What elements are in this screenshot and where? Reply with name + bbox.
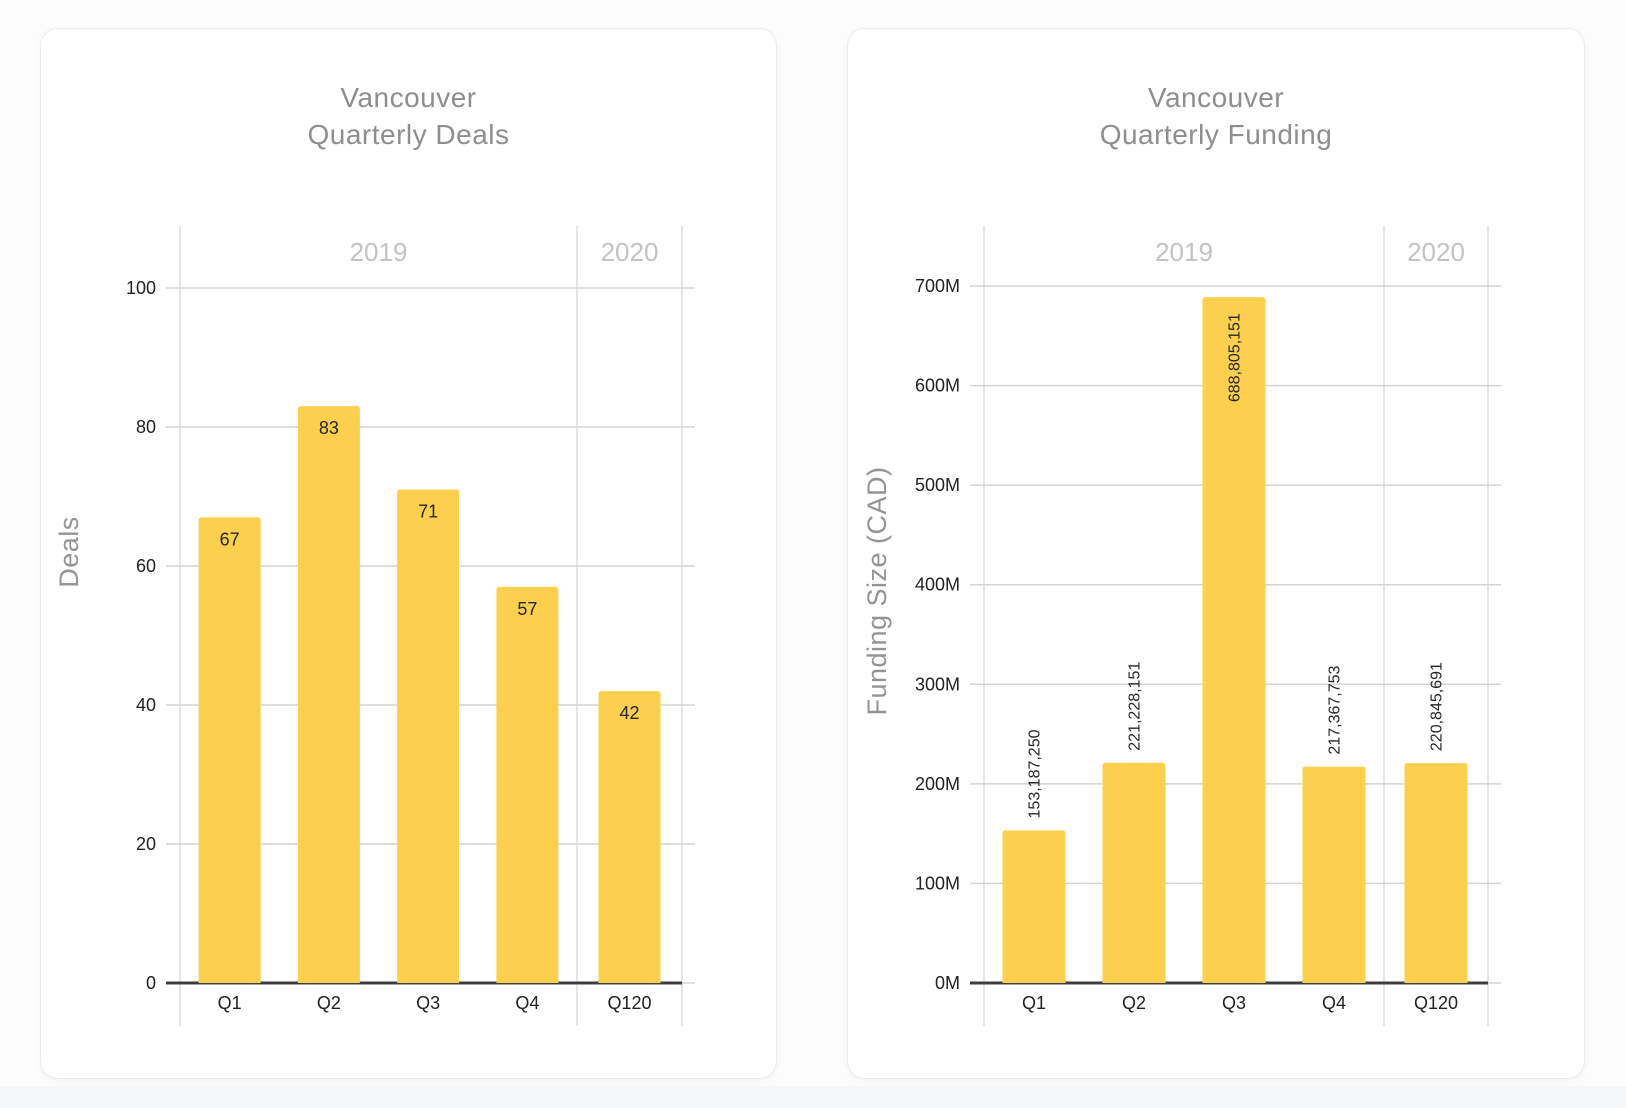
deals-chart-title: Vancouver Quarterly Deals [41,79,776,153]
y-tick-label: 100M [915,873,960,893]
year-label-2020: 2020 [601,237,659,267]
bar-Q2 [1102,762,1166,983]
y-tick-label: 100 [126,278,156,298]
y-axis-title: Funding Size (CAD) [862,466,892,715]
year-label-2019: 2019 [1155,237,1213,267]
bar-Q2 [297,406,360,983]
year-label-2020: 2020 [1407,237,1465,267]
x-tick-label-Q4: Q4 [515,993,539,1013]
y-tick-label: 0 [146,973,156,993]
y-tick-label: 60 [136,556,156,576]
bar-value-label: 688,805,151 [1227,313,1244,402]
x-tick-label-Q1: Q1 [218,993,242,1013]
bar-Q3 [1202,297,1266,984]
bar-Q4 [496,586,559,983]
bar-Q120 [1404,763,1468,983]
y-tick-label: 40 [136,695,156,715]
y-tick-label: 300M [915,674,960,694]
bar-Q1 [198,517,261,983]
bar-value-label: 217,367,753 [1327,665,1344,754]
bar-value-label: 67 [220,529,240,549]
year-label-2019: 2019 [350,237,408,267]
bar-value-label: 220,845,691 [1429,662,1446,751]
deals-chart-title-line2: Quarterly Deals [307,119,510,150]
x-tick-label-Q3: Q3 [1222,993,1246,1013]
funding-chart-title-line1: Vancouver [1147,82,1285,113]
deals-chart-card: Vancouver Quarterly Deals 2019 2020 0 20 40 6… [40,28,777,1079]
page-bottom-strip [0,1086,1626,1108]
bar-value-label: 42 [619,703,639,723]
x-tick-label-Q120: Q120 [1414,993,1458,1013]
x-tick-label-Q2: Q2 [317,993,341,1013]
x-tick-label-Q120: Q120 [607,993,651,1013]
funding-chart-title: Vancouver Quarterly Funding [848,79,1584,153]
bar-value-label: 57 [517,599,537,619]
bar-value-label: 83 [319,418,339,438]
y-axis-title: Deals [54,516,84,588]
bar-value-label: 153,187,250 [1027,729,1044,818]
y-tick-label: 80 [136,417,156,437]
funding-chart-card: Vancouver Quarterly Funding 2019 2020 0M 10… [847,28,1585,1079]
y-tick-label: 600M [915,376,960,396]
deals-chart-title-line1: Vancouver [340,82,477,113]
deals-bar-chart: 2019 2020 0 20 40 60 80 100 67 Q1 83 Q2 71 Q3 57 Q4 42 Q1… [54,226,695,1026]
y-tick-label: 700M [915,276,960,296]
y-tick-label: 20 [136,834,156,854]
bar-Q4 [1302,766,1366,983]
bar-value-label: 221,228,151 [1127,662,1144,751]
x-tick-label-Q1: Q1 [1022,993,1046,1013]
x-tick-label-Q3: Q3 [416,993,440,1013]
bar-Q1 [1002,830,1066,983]
funding-chart-title-line2: Quarterly Funding [1099,119,1333,150]
x-tick-label-Q4: Q4 [1322,993,1346,1013]
y-tick-label: 200M [915,774,960,794]
x-tick-label-Q2: Q2 [1122,993,1146,1013]
y-tick-label: 400M [915,575,960,595]
bar-value-label: 71 [418,502,438,522]
y-tick-label: 0M [935,973,960,993]
y-tick-label: 500M [915,475,960,495]
bar-Q3 [397,489,460,983]
bar-Q120 [598,691,661,983]
funding-bar-chart: 2019 2020 0M 100M 200M 300M 400M 500M 600M 700M 15… [862,226,1501,1026]
